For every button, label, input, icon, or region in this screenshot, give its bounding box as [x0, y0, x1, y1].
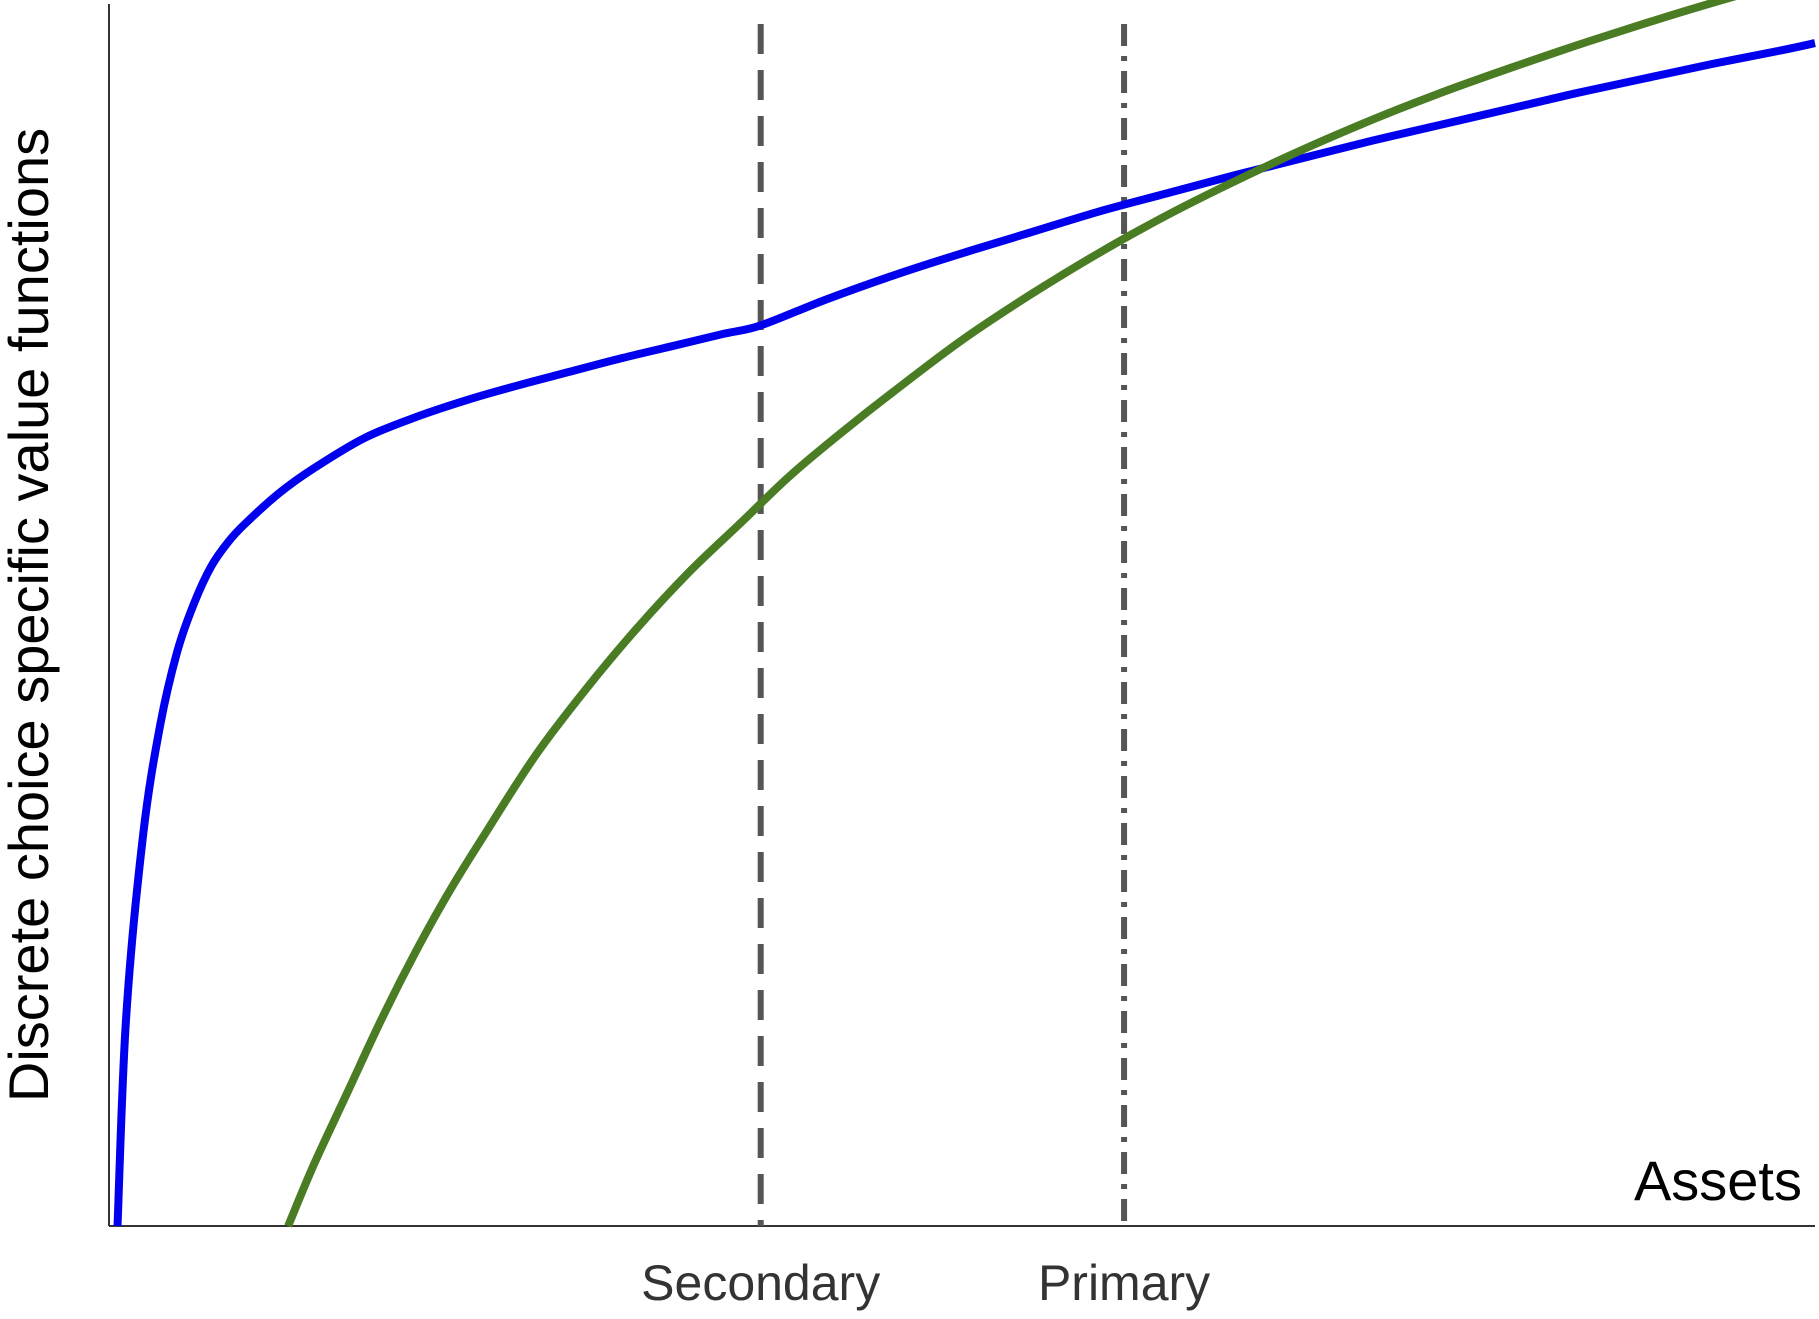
- series-lines: [113, 0, 1816, 1228]
- tick-label-primary: Primary: [1038, 1255, 1210, 1311]
- series-line-2: [284, 0, 1737, 1228]
- x-axis-label: Assets: [1634, 1149, 1802, 1212]
- reference-lines: [757, 24, 1128, 1226]
- tick-label-secondary: Secondary: [641, 1255, 880, 1311]
- y-axis-label: Discrete choice specific value functions: [0, 128, 60, 1102]
- series-line-1: [113, 39, 1816, 1227]
- tick-labels: Secondary Primary: [641, 1255, 1210, 1311]
